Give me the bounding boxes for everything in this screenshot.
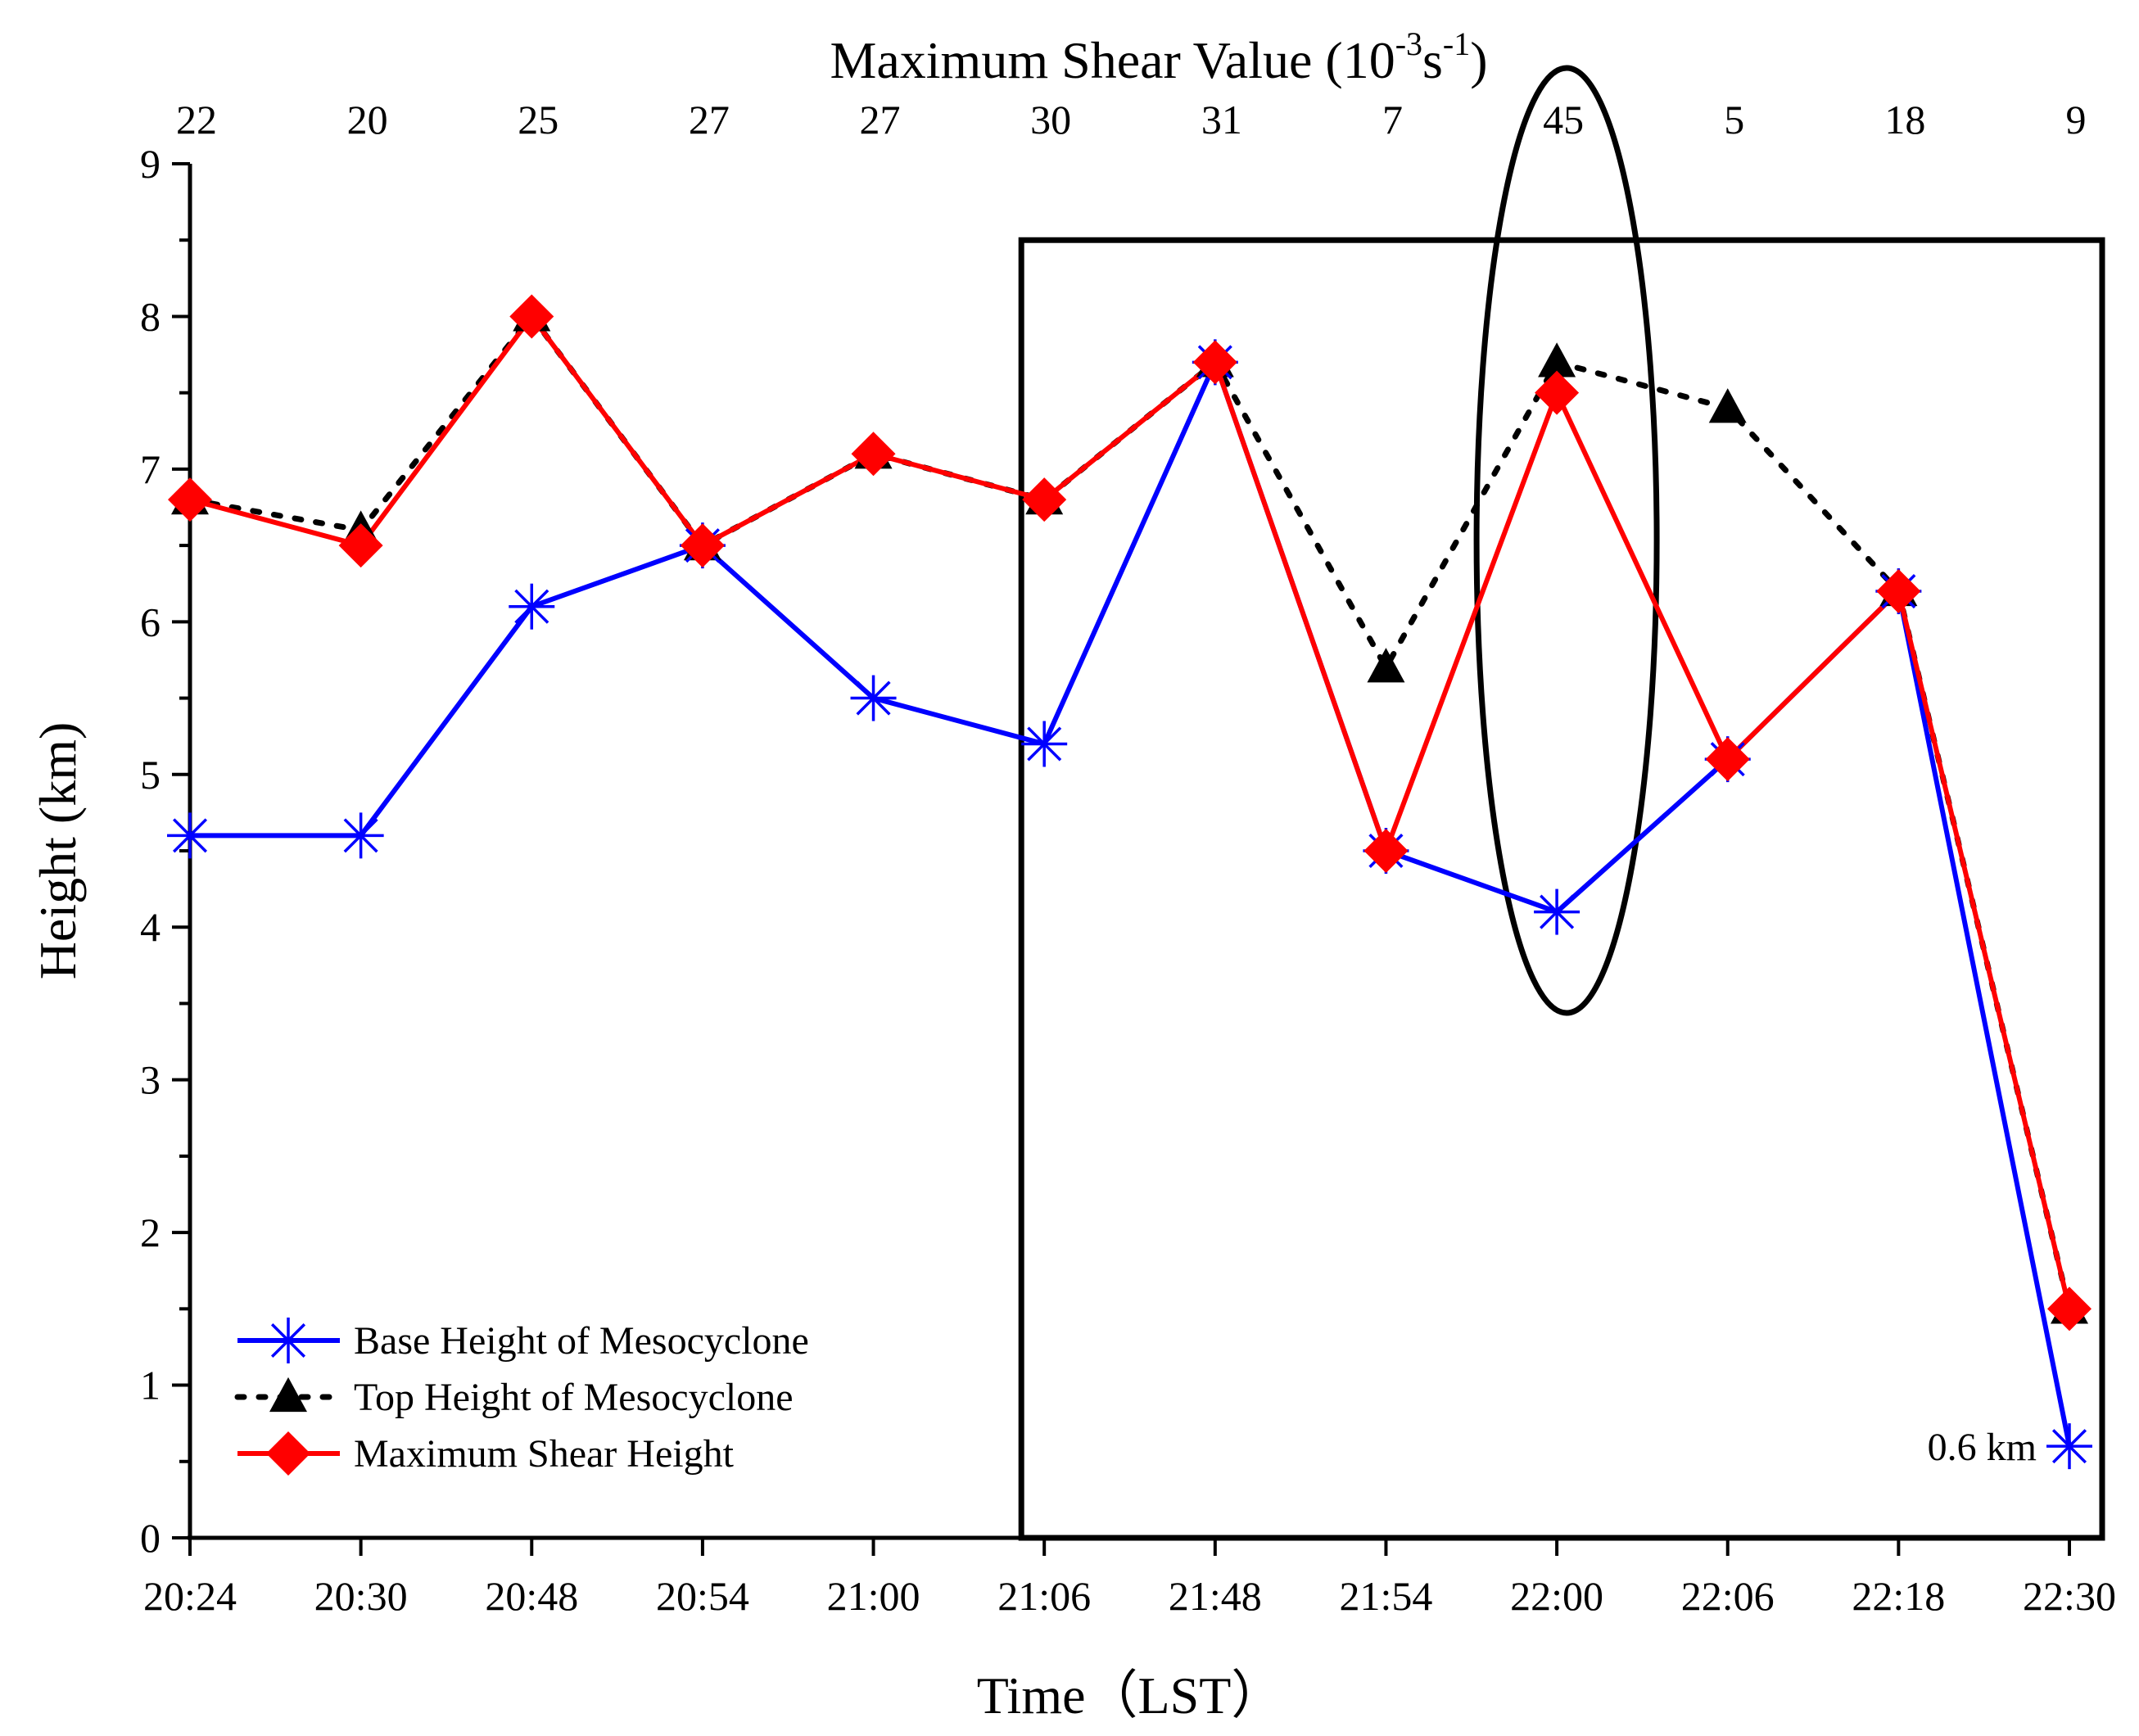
legend-marker-top-height-of-mesocyclone <box>269 1377 307 1413</box>
y-tick-label: 1 <box>140 1363 161 1408</box>
point-base-height-of-mesocyclone <box>167 812 213 859</box>
top-axis-title-part: Maximum Shear Value (10 <box>830 31 1395 89</box>
top-shear-value: 27 <box>860 97 901 142</box>
y-tick-label: 0 <box>140 1515 161 1561</box>
point-base-height-of-mesocyclone <box>509 583 555 630</box>
x-tick-label: 22:18 <box>1852 1573 1945 1619</box>
point-base-height-of-mesocyclone <box>850 675 897 721</box>
legend-label-top-height-of-mesocyclone: Top Height of Mesocyclone <box>354 1376 794 1419</box>
y-axis-title: Height (km) <box>29 722 87 980</box>
legend-label-maximum-shear-height: Maximum Shear Height <box>354 1432 735 1476</box>
point-base-height-of-mesocyclone-stroke <box>343 818 378 853</box>
x-tick-label: 20:30 <box>314 1573 408 1619</box>
point-maximum-shear-height <box>680 523 725 568</box>
point-maximum-shear-height <box>1363 829 1409 873</box>
point-maximum-shear-height <box>2047 1286 2092 1331</box>
series-line-maximum-shear-height <box>189 314 2072 1310</box>
point-maximum-shear-height <box>851 432 896 477</box>
top-axis-title: Maximum Shear Value (10-3s-1) <box>830 25 1487 89</box>
y-tick-label: 7 <box>140 446 161 492</box>
point-top-height-of-mesocyclone <box>1708 388 1747 423</box>
x-tick-label: 20:24 <box>143 1573 237 1619</box>
point-maximum-shear-height <box>1876 569 1921 614</box>
x-tick-label: 21:00 <box>827 1573 920 1619</box>
point-maximum-shear-height <box>168 477 212 522</box>
point-maximum-shear-height <box>1705 737 1750 782</box>
y-tick-label: 5 <box>140 752 161 798</box>
series-line-top-height-of-mesocyclone <box>187 313 2073 1312</box>
point-maximum-shear-height <box>1022 477 1067 522</box>
x-axis-title: Time（LST） <box>977 1666 1284 1725</box>
point-base-height-of-mesocyclone <box>1021 721 1068 767</box>
point-base-height-of-mesocyclone-stroke <box>1027 726 1062 762</box>
top-shear-value: 7 <box>1382 97 1403 142</box>
x-tick-label: 21:54 <box>1340 1573 1433 1619</box>
legend-marker-base-height-of-mesocyclone-stroke <box>270 1322 306 1359</box>
legend-label-base-height-of-mesocyclone: Base Height of Mesocyclone <box>354 1319 809 1363</box>
point-top-height-of-mesocyclone <box>1367 648 1405 683</box>
top-shear-value: 18 <box>1884 97 1925 142</box>
top-axis-title-part: ) <box>1470 31 1487 89</box>
x-tick-label: 22:30 <box>2023 1573 2116 1619</box>
x-tick-label: 20:48 <box>485 1573 578 1619</box>
y-tick-label: 4 <box>140 904 161 950</box>
top-shear-value: 20 <box>347 97 388 142</box>
point-base-height-of-mesocyclone <box>2046 1423 2092 1470</box>
text-layer: 22 20 25 27 27 30 31 7 45 5 18 90.6 kmTime（LST）Heig… <box>29 25 2087 1725</box>
top-shear-value: 31 <box>1201 97 1242 142</box>
top-shear-value: 22 <box>176 97 217 142</box>
point-base-height-of-mesocyclone <box>1534 888 1581 935</box>
y-tick-label: 9 <box>140 141 161 187</box>
point-top-height-of-mesocyclone <box>1538 342 1576 377</box>
highlight-ellipse <box>1473 65 1660 1016</box>
legend-marker-base-height-of-mesocyclone <box>265 1318 311 1363</box>
top-shear-value: 5 <box>1724 97 1744 142</box>
x-tick-label: 21:48 <box>1169 1573 1262 1619</box>
x-tick-label: 20:54 <box>656 1573 749 1619</box>
top-shear-value: 30 <box>1030 97 1071 142</box>
y-tick-label: 3 <box>140 1057 161 1103</box>
point-maximum-shear-height <box>338 523 383 568</box>
top-shear-value: 9 <box>2066 97 2087 142</box>
point-base-height-of-mesocyclone-stroke <box>514 589 549 624</box>
point-maximum-shear-height <box>509 294 554 339</box>
y-tick-label: 2 <box>140 1209 161 1255</box>
point-base-height-of-mesocyclone-stroke <box>856 680 891 716</box>
top-axis-title-part: -3 <box>1395 25 1422 62</box>
y-tick-label: 8 <box>140 293 161 339</box>
x-tick-label: 21:06 <box>997 1573 1091 1619</box>
series-line-base-height-of-mesocyclone <box>190 359 2072 1447</box>
x-tick-label: 22:06 <box>1681 1573 1775 1619</box>
series-layer <box>167 294 2092 1470</box>
top-shear-value: 25 <box>518 97 558 142</box>
x-tick-label: 22:00 <box>1510 1573 1603 1619</box>
top-shear-value: 45 <box>1543 97 1584 142</box>
annotation-label: 0.6 km <box>1928 1426 2037 1469</box>
axes: 0 1 2 3 4 5 6 7 8 9 20:24 20:30 20:48 20:54 21:00 21:06… <box>140 141 2116 1619</box>
top-axis-title-part: -1 <box>1443 25 1470 62</box>
legend: Base Height of Mesocyclone Top Height of … <box>234 1318 809 1476</box>
point-base-height-of-mesocyclone-stroke <box>1540 894 1575 929</box>
top-axis-title-part: s <box>1422 31 1443 89</box>
point-maximum-shear-height <box>1535 370 1580 415</box>
point-maximum-shear-height <box>1192 340 1237 385</box>
top-shear-value: 27 <box>689 97 730 142</box>
point-base-height-of-mesocyclone-stroke <box>172 818 208 853</box>
y-tick-label: 6 <box>140 599 161 644</box>
point-base-height-of-mesocyclone-stroke <box>2051 1429 2087 1464</box>
legend-marker-maximum-shear-height <box>266 1431 310 1476</box>
point-base-height-of-mesocyclone <box>337 812 384 859</box>
